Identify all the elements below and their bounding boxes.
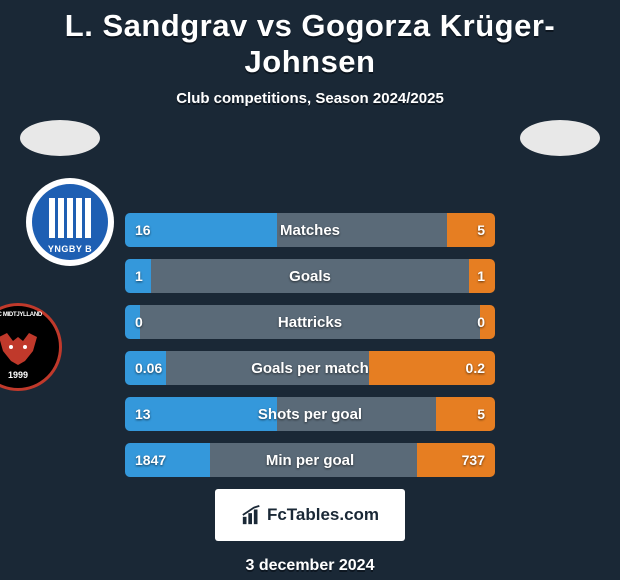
bar-left (125, 305, 140, 339)
bar-right (436, 397, 495, 431)
fctables-icon (241, 504, 263, 526)
bar-right (480, 305, 495, 339)
bar-right (447, 213, 495, 247)
watermark-text: FcTables.com (267, 505, 379, 525)
club-badge-left: YNGBY B (26, 178, 114, 266)
midtjylland-badge-top: FC MIDTJYLLAND (0, 312, 42, 318)
bar-mid (151, 259, 469, 293)
bar-left (125, 397, 277, 431)
club-badge-right: FC MIDTJYLLAND 1999 (0, 303, 62, 391)
bar-mid (166, 351, 370, 385)
player-photo-right (520, 120, 600, 156)
bar-left (125, 443, 210, 477)
bar-left (125, 351, 166, 385)
page-title: L. Sandgrav vs Gogorza Krüger-Johnsen (0, 8, 620, 80)
stat-row: Goals11 (125, 259, 495, 293)
wolf-icon (0, 331, 41, 367)
lyngby-stripes (32, 198, 108, 238)
stat-row: Min per goal1847737 (125, 443, 495, 477)
lyngby-badge-text: YNGBY B (32, 244, 108, 254)
subtitle: Club competitions, Season 2024/2025 (0, 90, 620, 107)
watermark[interactable]: FcTables.com (215, 489, 405, 541)
stat-row: Hattricks00 (125, 305, 495, 339)
stat-rows: Matches165 Goals11 Hattricks00 Goals per ma… (125, 213, 495, 477)
bar-mid (210, 443, 417, 477)
comparison-infographic: L. Sandgrav vs Gogorza Krüger-Johnsen Cl… (0, 0, 620, 580)
midtjylland-year: 1999 (8, 370, 28, 380)
bar-mid (277, 397, 436, 431)
bar-left (125, 213, 277, 247)
stat-row: Shots per goal135 (125, 397, 495, 431)
bar-mid (277, 213, 447, 247)
bar-right (417, 443, 495, 477)
bar-right (369, 351, 495, 385)
lyngby-badge-inner: YNGBY B (32, 184, 108, 260)
bar-right (469, 259, 495, 293)
date-text: 3 december 2024 (0, 557, 620, 575)
bar-mid (140, 305, 480, 339)
bar-left (125, 259, 151, 293)
stat-row: Matches165 (125, 213, 495, 247)
stat-row: Goals per match0.060.2 (125, 351, 495, 385)
player-photo-left (20, 120, 100, 156)
